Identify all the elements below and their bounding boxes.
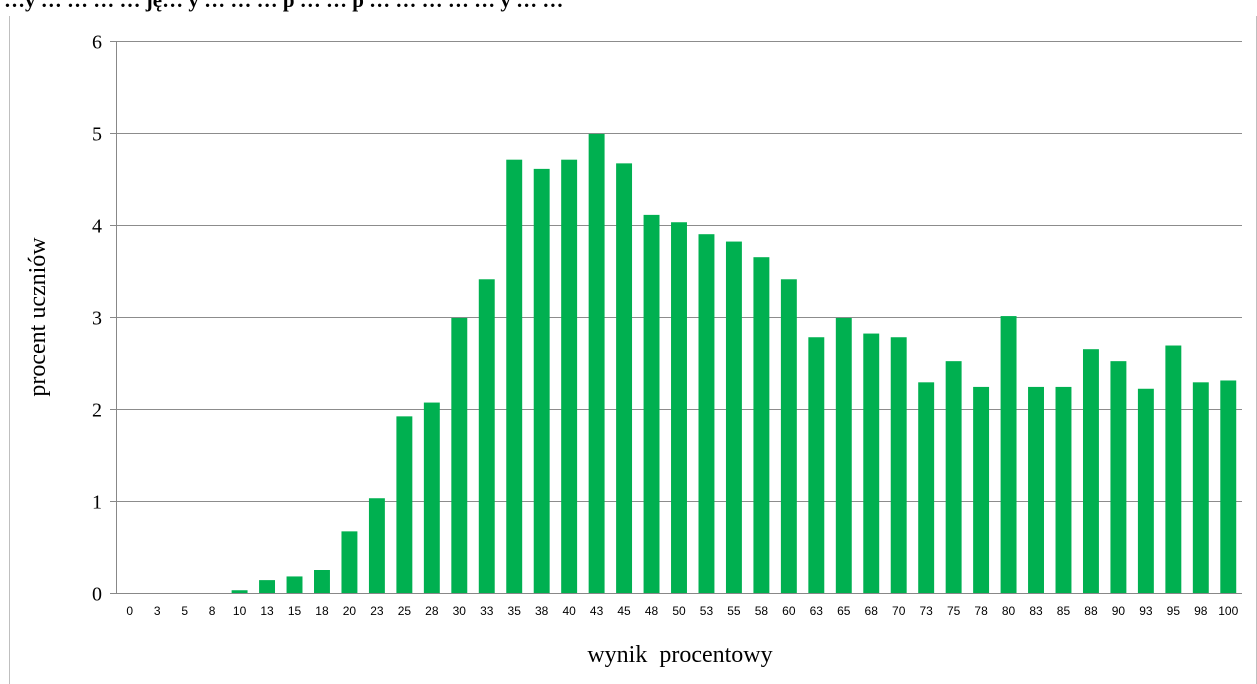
x-tick-label: 85 <box>1057 604 1071 618</box>
x-axis-title: wynik procentowy <box>587 642 772 668</box>
x-tick-label: 10 <box>233 604 247 618</box>
bar-45 <box>616 163 633 594</box>
bar-50 <box>671 222 687 594</box>
bar-60 <box>780 279 797 593</box>
x-tick-label: 68 <box>865 604 879 618</box>
bar-28 <box>423 402 440 593</box>
x-tick-label: 5 <box>181 604 188 618</box>
x-tick-label: 70 <box>892 604 906 618</box>
x-tick-label: 78 <box>974 604 988 618</box>
bar-55 <box>725 241 742 593</box>
bar-75 <box>945 361 962 593</box>
bar-10 <box>231 590 248 593</box>
x-tick-label: 63 <box>810 604 824 618</box>
bar-15 <box>286 576 303 593</box>
x-tick-label: 43 <box>590 604 604 618</box>
y-tick-label: 0 <box>92 584 102 606</box>
bar-35 <box>506 159 523 593</box>
bar-43 <box>588 133 605 594</box>
x-tick-label: 33 <box>480 604 494 618</box>
y-tick-label: 6 <box>92 32 102 54</box>
x-tick-label: 25 <box>398 604 412 618</box>
bar-80 <box>1000 316 1017 593</box>
y-tick-label: 3 <box>92 308 102 330</box>
chart-title: …y … … … … ję… y … … … p … … p … … … … …… <box>4 0 564 12</box>
y-tick-labels: 0 1 2 3 4 5 6 <box>92 32 116 606</box>
x-tick-label: 0 <box>126 604 133 618</box>
bar-88 <box>1082 349 1099 593</box>
bar-33 <box>478 279 495 593</box>
y-axis-title: procent uczniów <box>25 237 51 397</box>
x-tick-label: 65 <box>837 604 851 618</box>
bar-20 <box>341 531 358 593</box>
bar-25 <box>396 416 413 593</box>
x-tick-label: 58 <box>755 604 769 618</box>
x-tick-label: 18 <box>315 604 329 618</box>
x-tick-label: 48 <box>645 604 659 618</box>
bars <box>231 133 1237 594</box>
x-tick-label: 13 <box>260 604 274 618</box>
x-tick-label: 3 <box>154 604 161 618</box>
bar-68 <box>863 333 880 593</box>
y-tick-label: 5 <box>92 124 102 146</box>
y-tick-label: 2 <box>92 400 102 422</box>
x-tick-label: 90 <box>1112 604 1126 618</box>
bar-53 <box>698 234 715 593</box>
bar-58 <box>753 257 770 593</box>
x-tick-label: 100 <box>1218 604 1238 618</box>
x-tick-label: 88 <box>1084 604 1098 618</box>
bar-18 <box>314 570 330 593</box>
bar-90 <box>1110 361 1127 593</box>
bar-95 <box>1165 345 1182 593</box>
x-tick-label: 15 <box>288 604 302 618</box>
x-tick-label: 50 <box>672 604 686 618</box>
x-tick-label: 23 <box>370 604 384 618</box>
x-tick-label: 95 <box>1167 604 1181 618</box>
bar-40 <box>561 159 578 593</box>
x-tick-label: 45 <box>617 604 631 618</box>
x-tick-label: 40 <box>562 604 576 618</box>
bar-100 <box>1220 380 1237 593</box>
x-tick-label: 30 <box>453 604 467 618</box>
x-tick-label: 55 <box>727 604 741 618</box>
x-tick-label: 80 <box>1002 604 1016 618</box>
bar-98 <box>1192 382 1209 593</box>
x-tick-label: 8 <box>209 604 216 618</box>
bar-30 <box>451 317 468 593</box>
x-tick-label: 53 <box>700 604 714 618</box>
bar-85 <box>1055 386 1072 593</box>
bar-73 <box>918 382 935 593</box>
y-tick-label: 4 <box>92 216 102 238</box>
x-tick-label: 38 <box>535 604 549 618</box>
y-tick-label: 1 <box>92 492 102 514</box>
x-tick-label: 73 <box>919 604 933 618</box>
x-tick-label: 93 <box>1139 604 1153 618</box>
bar-48 <box>643 214 660 593</box>
x-tick-label: 28 <box>425 604 439 618</box>
bar-63 <box>808 337 825 593</box>
bar-93 <box>1137 388 1154 593</box>
x-tick-label: 83 <box>1029 604 1043 618</box>
x-tick-label: 60 <box>782 604 796 618</box>
bar-38 <box>533 168 550 593</box>
bar-78 <box>973 386 990 593</box>
bar-70 <box>890 337 907 593</box>
x-tick-label: 20 <box>343 604 357 618</box>
x-tick-label: 75 <box>947 604 961 618</box>
x-tick-labels: 0 3 5 8 10 13 15 18 20 23 25 28 30 33 35 38 40 43 45 48 50 53… <box>126 604 1238 618</box>
x-tick-label: 98 <box>1194 604 1208 618</box>
x-tick-label: 35 <box>508 604 522 618</box>
bar-65 <box>835 317 852 593</box>
chart-title-strip: …y … … … … ję… y … … … p … … p … … … … …… <box>0 0 1257 16</box>
bar-23 <box>368 498 385 593</box>
bar-83 <box>1028 386 1044 593</box>
bar-13 <box>259 580 276 593</box>
